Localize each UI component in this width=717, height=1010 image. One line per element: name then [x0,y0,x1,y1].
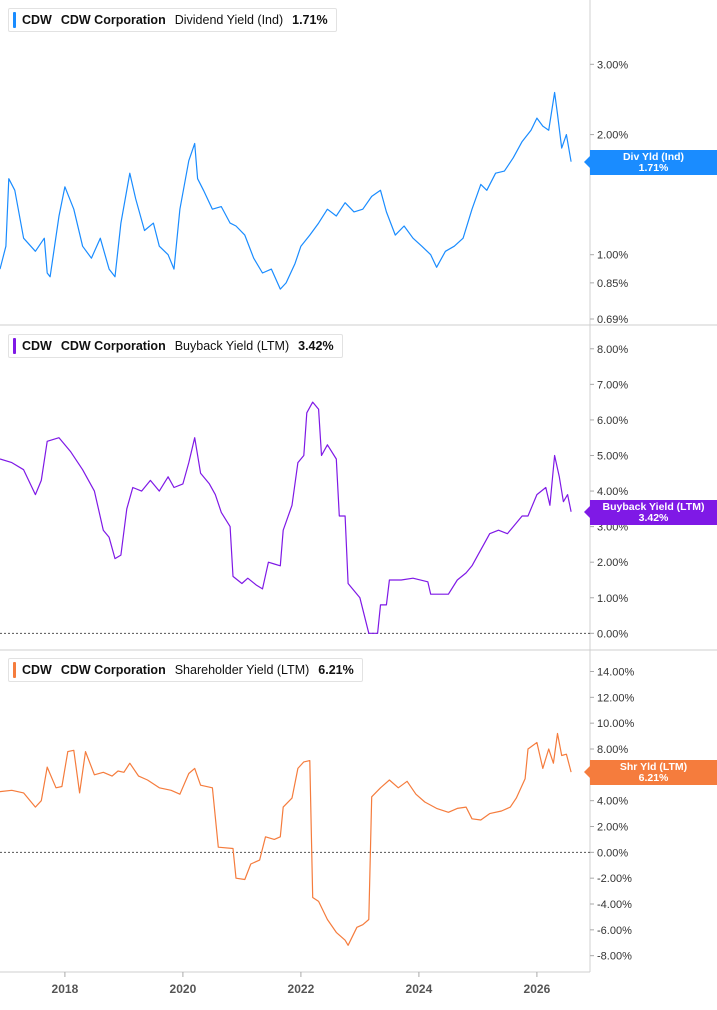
end-tag-label: Buyback Yield (LTM) [602,500,705,513]
y-tick-label: 0.00% [597,628,628,640]
legend-dividend-yield[interactable]: CDW CDW Corporation Dividend Yield (Ind)… [8,8,337,32]
legend-swatch [13,12,16,28]
y-tick-label: 10.00% [597,718,635,730]
legend-swatch [13,338,16,354]
legend-ticker: CDW [22,13,52,27]
y-tick-label: 12.00% [597,692,635,704]
y-tick-label: 1.00% [597,593,628,605]
legend-value: 3.42% [298,339,334,353]
x-tick-label: 2022 [288,982,315,996]
y-tick-label: 4.00% [597,486,628,498]
y-tick-label: 3.00% [597,59,628,71]
end-value-tag-shareholder: Shr Yld (LTM) 6.21% [584,760,717,786]
legend-company: CDW Corporation [60,339,166,353]
y-tick-label: 8.00% [597,744,628,756]
y-tick-label: 0.69% [597,314,628,326]
y-tick-label: 2.00% [597,557,628,569]
series-line [0,91,572,290]
y-tick-label: 6.00% [597,415,628,427]
y-tick-label: 0.00% [597,847,628,859]
x-tick-label: 2020 [170,982,197,996]
y-tick-label: 14.00% [597,667,635,679]
series-line [0,401,572,634]
legend-metric: Shareholder Yield (LTM) [174,663,310,677]
y-tick-label: 4.00% [597,796,628,808]
x-tick-label: 2018 [52,982,79,996]
y-tick-label: -2.00% [597,873,632,885]
end-tag-value: 3.42% [638,511,669,524]
y-tick-label: 8.00% [597,344,628,356]
x-tick-label: 2024 [406,982,433,996]
legend-company: CDW Corporation [60,13,166,27]
y-tick-label: 0.85% [597,278,628,290]
y-tick-label: 1.00% [597,250,628,262]
legend-metric: Dividend Yield (Ind) [174,13,284,27]
legend-buyback-yield[interactable]: CDW CDW Corporation Buyback Yield (LTM) … [8,334,343,358]
y-tick-label: 2.00% [597,130,628,142]
legend-ticker: CDW [22,663,52,677]
y-tick-label: -6.00% [597,925,632,937]
end-value-tag-dividend: Div Yld (Ind) 1.71% [584,149,717,175]
legend-value: 1.71% [292,13,328,27]
legend-company: CDW Corporation [60,663,166,677]
end-value-tag-buyback: Buyback Yield (LTM) 3.42% [584,499,717,525]
legend-swatch [13,662,16,678]
legend-metric: Buyback Yield (LTM) [174,339,290,353]
y-tick-label: -8.00% [597,951,632,963]
end-tag-value: 1.71% [638,161,669,174]
y-tick-label: 5.00% [597,450,628,462]
y-tick-label: 7.00% [597,379,628,391]
end-tag-label: Shr Yld (LTM) [619,761,688,774]
end-tag-label: Div Yld (Ind) [622,150,685,163]
legend-ticker: CDW [22,339,52,353]
end-tag-value: 6.21% [638,772,669,785]
y-tick-label: -4.00% [597,899,632,911]
legend-value: 6.21% [318,663,354,677]
y-tick-label: 2.00% [597,822,628,834]
legend-shareholder-yield[interactable]: CDW CDW Corporation Shareholder Yield (L… [8,658,363,682]
series-line [0,732,572,946]
x-tick-label: 2026 [524,982,551,996]
